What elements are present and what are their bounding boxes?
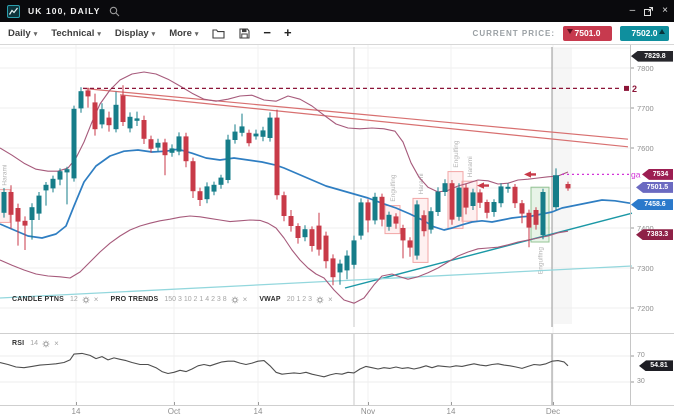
indicator-name: RSI xyxy=(12,340,25,347)
gear-icon[interactable] xyxy=(231,296,239,304)
pattern-label: Engulfing xyxy=(453,140,460,167)
chart-toolbar: Daily ▾ Technical ▾ Display ▾ More ▾ − + CUR… xyxy=(0,22,674,45)
time-tick-label: 14 xyxy=(253,407,263,416)
caret-down-icon: ▾ xyxy=(194,30,199,38)
x-axis-line xyxy=(0,405,674,406)
caret-down-icon: ▾ xyxy=(151,30,156,38)
current-price-label: CURRENT PRICE: xyxy=(472,28,555,38)
time-tick-label: Dec xyxy=(545,407,561,416)
level-label: 2 xyxy=(632,84,637,94)
menu-timeframe[interactable]: Daily ▾ xyxy=(8,27,38,39)
time-tick-label: 14 xyxy=(71,407,81,416)
projection-band xyxy=(552,48,572,324)
gridlines xyxy=(0,45,634,333)
pattern-arrow-markers xyxy=(477,171,536,189)
time-tick-label: Oct xyxy=(167,407,181,416)
zoom-in-button[interactable]: + xyxy=(284,25,292,40)
time-tick-label: 14 xyxy=(446,407,456,416)
buy-arrow-icon xyxy=(659,28,665,34)
time-tick-label: Nov xyxy=(360,407,376,416)
menu-more[interactable]: More ▾ xyxy=(169,27,199,39)
open-folder-icon[interactable] xyxy=(212,28,225,39)
level-lines: 2 ga xyxy=(83,84,641,179)
sell-price-button[interactable]: 7501.0 xyxy=(563,25,612,41)
current-price-cluster: CURRENT PRICE: 7501.0 7502.0 xyxy=(472,25,669,41)
sell-arrow-icon xyxy=(567,28,573,34)
save-icon[interactable] xyxy=(239,27,250,39)
remove-indicator-icon[interactable]: × xyxy=(328,295,333,304)
minimize-icon[interactable]: – xyxy=(629,5,636,16)
indicator-name: VWAP xyxy=(259,296,281,303)
pattern-label: Harami xyxy=(418,173,425,194)
caret-down-icon: ▾ xyxy=(33,30,38,38)
caret-down-icon: ▾ xyxy=(97,30,101,38)
popout-icon[interactable] xyxy=(644,6,654,16)
remove-indicator-icon[interactable]: × xyxy=(242,295,248,304)
indicator-strip: CANDLE PTNS 12 × PRO TRENDS 150 3 10 2 1… xyxy=(12,295,341,304)
price-axis-border xyxy=(630,45,631,405)
trendlines xyxy=(0,87,633,299)
indicator-params: 20 1 2 3 xyxy=(286,296,313,303)
close-icon[interactable]: × xyxy=(662,5,668,16)
window-controls: – × xyxy=(630,6,668,16)
search-icon[interactable] xyxy=(109,6,120,17)
rsi-gridlines xyxy=(0,333,634,405)
pattern-label: Harami xyxy=(467,156,474,177)
buy-price-button[interactable]: 7502.0 xyxy=(620,25,669,41)
gap-label: ga xyxy=(631,169,641,179)
indicator-params: 150 3 10 2 1 4 2 3 8 xyxy=(164,296,227,303)
indicator-name: PRO TRENDS xyxy=(110,296,159,303)
rsi-panel-chart[interactable] xyxy=(0,333,674,405)
pane-divider xyxy=(0,333,674,334)
rsi-indicator-strip: RSI 14 × xyxy=(12,339,67,348)
window-title: UK 100, DAILY xyxy=(28,6,101,16)
pattern-label: Engulfing xyxy=(390,174,397,201)
indicator-params: 12 xyxy=(69,296,78,303)
menu-display[interactable]: Display ▾ xyxy=(114,27,156,39)
chart-app-icon xyxy=(7,4,20,18)
remove-indicator-icon[interactable]: × xyxy=(93,295,99,304)
indicator-params: 14 xyxy=(30,340,39,347)
gear-icon[interactable] xyxy=(42,340,50,348)
gear-icon[interactable] xyxy=(316,296,324,304)
gear-icon[interactable] xyxy=(82,296,90,304)
pattern-label: Harami xyxy=(2,165,9,186)
menu-technical[interactable]: Technical ▾ xyxy=(51,27,101,39)
zoom-out-button[interactable]: − xyxy=(263,25,271,40)
title-bar: UK 100, DAILY – × xyxy=(0,0,674,22)
pattern-label: Engulfing xyxy=(538,247,545,274)
main-price-chart[interactable]: Harami Engulfing Harami Engulfing Harami Engu… xyxy=(0,45,674,333)
candles xyxy=(1,85,571,286)
bollinger-bands xyxy=(0,71,569,304)
rsi-line xyxy=(0,352,569,378)
remove-indicator-icon[interactable]: × xyxy=(54,339,59,348)
indicator-name: CANDLE PTNS xyxy=(12,296,64,303)
